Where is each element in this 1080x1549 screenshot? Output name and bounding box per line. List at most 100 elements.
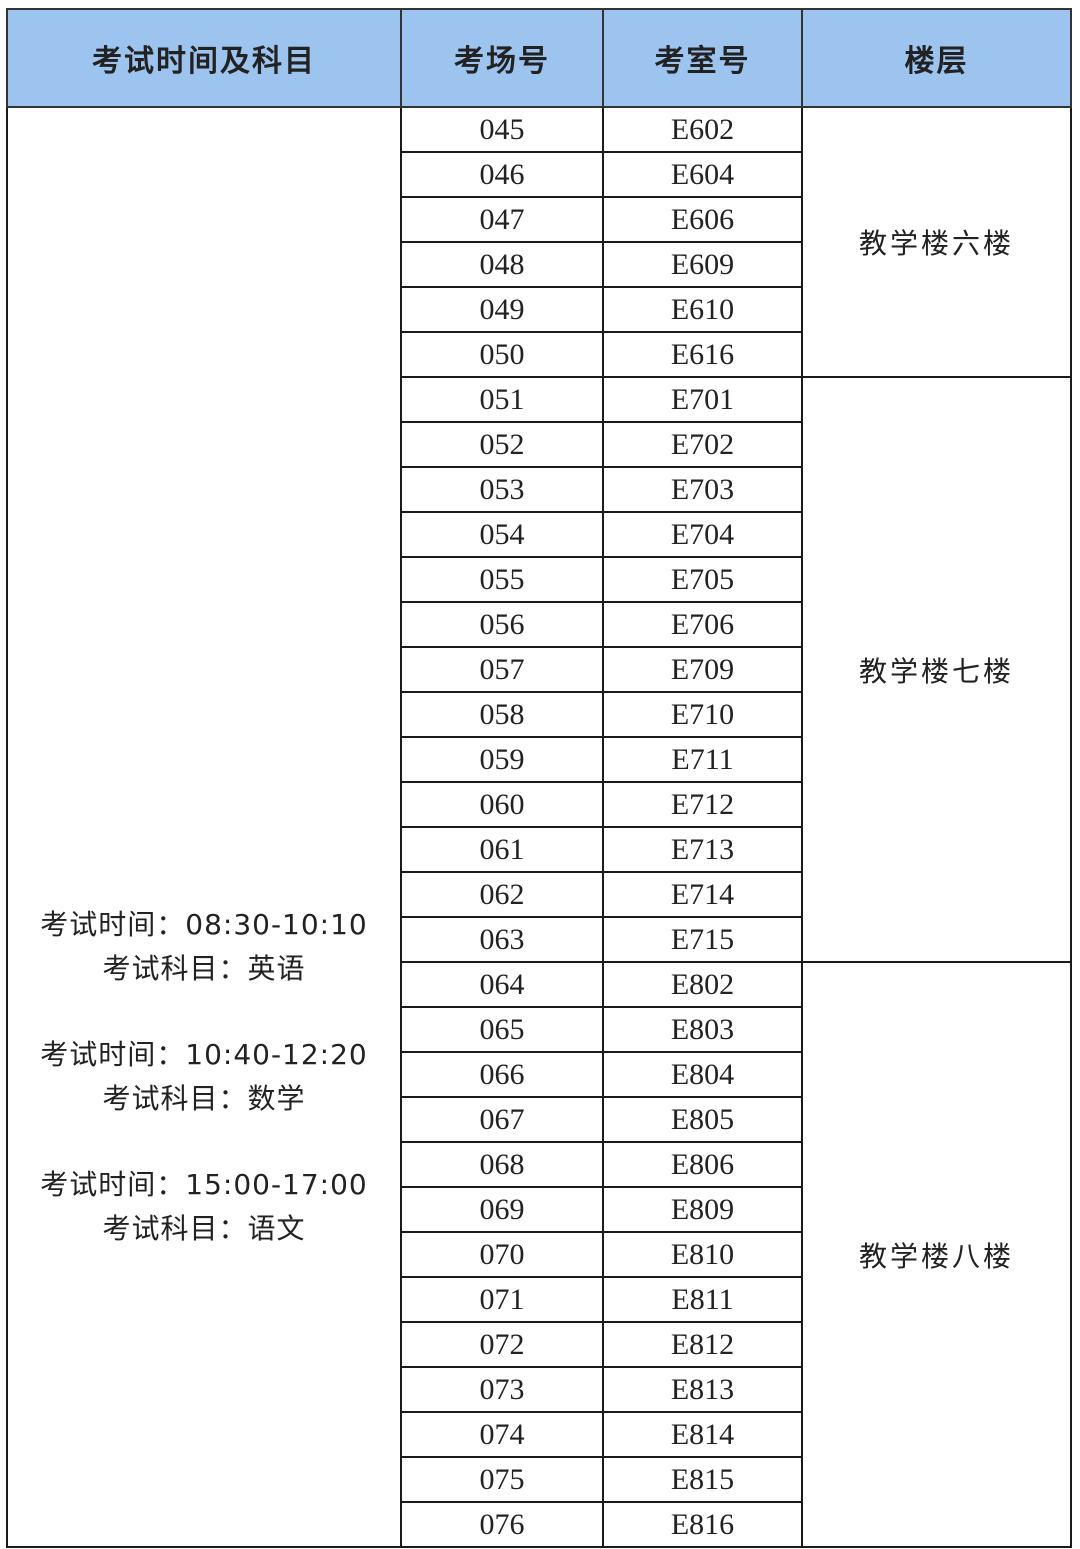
site-number: 058 [400,691,604,738]
exam-time: 考试时间：15:00-17:00 [40,1168,368,1201]
site-number: 074 [400,1411,604,1458]
room-number: E610 [602,286,803,333]
room-number: E805 [602,1096,803,1143]
site-number: 072 [400,1321,604,1368]
room-number: E810 [602,1231,803,1278]
table-row: 070 E810 [7,1231,1071,1278]
table-row: 考试时间：08:30-10:10 考试科目：英语 考试时间：10:40-12:20 考… [6,106,1072,1548]
table-row: 057 E709 [7,646,1071,693]
exam-subject: 考试科目：语文 [102,1212,306,1245]
site-number: 076 [400,1501,604,1548]
room-number: E715 [602,916,803,963]
table-row: 066 E804 [7,1051,1071,1098]
room-number: E616 [602,331,803,378]
room-number: E803 [602,1006,803,1053]
room-number: E802 [602,961,803,1008]
header-site-no: 考场号 [400,8,604,108]
header-room-no: 考室号 [602,8,803,108]
schedule-block: 考试时间：10:40-12:20 考试科目：数学 [8,1033,400,1121]
room-number: E806 [602,1141,803,1188]
site-number: 055 [400,556,604,603]
site-number: 046 [400,151,604,198]
room-number: E704 [602,511,803,558]
room-number: E714 [602,871,803,918]
exam-time: 考试时间：10:40-12:20 [40,1038,368,1071]
site-number: 064 [400,961,604,1008]
site-number: 050 [400,331,604,378]
room-number: E602 [602,106,803,153]
header-floor: 楼层 [801,8,1072,108]
site-number: 062 [400,871,604,918]
room-number: E702 [602,421,803,468]
table-row: 073 E813 [7,1366,1071,1413]
site-number: 071 [400,1276,604,1323]
room-number: E814 [602,1411,803,1458]
site-number: 049 [400,286,604,333]
site-number: 056 [400,601,604,648]
site-number: 051 [400,376,604,423]
site-number: 053 [400,466,604,513]
table-row: 061 E713 [7,826,1071,873]
room-number: E712 [602,781,803,828]
table-row: 059 E711 [7,736,1071,783]
table-row: 060 E712 [7,781,1071,828]
room-number: E811 [602,1276,803,1323]
table-row: 046 E604 [7,151,1071,198]
site-number: 048 [400,241,604,288]
floor-cell: 教学楼六楼 [801,106,1072,378]
room-number: E809 [602,1186,803,1233]
exam-room-table: 考试时间及科目 考场号 考室号 楼层 考试时间：08:30-10:10 考试科目：… [6,8,1072,1548]
room-number: E711 [602,736,803,783]
room-number: E604 [602,151,803,198]
table-row: 068 E806 [7,1141,1071,1188]
table-row: 056 E706 [7,601,1071,648]
table-row: 050 E616 [7,331,1071,378]
header-schedule: 考试时间及科目 [6,8,402,108]
exam-subject: 考试科目：数学 [102,1082,306,1115]
exam-time: 考试时间：08:30-10:10 [40,908,368,941]
site-number: 067 [400,1096,604,1143]
site-number: 060 [400,781,604,828]
site-number: 066 [400,1051,604,1098]
table-row: 062 E714 [7,871,1071,918]
table-row: 052 E702 [7,421,1071,468]
table-row: 054 E704 [7,511,1071,558]
table-row: 069 E809 [7,1186,1071,1233]
site-number: 075 [400,1456,604,1503]
site-number: 073 [400,1366,604,1413]
site-number: 059 [400,736,604,783]
table-row: 047 E606 [7,196,1071,243]
site-number: 063 [400,916,604,963]
site-number: 069 [400,1186,604,1233]
exam-subject: 考试科目：英语 [102,952,306,985]
table-row: 053 E703 [7,466,1071,513]
table-row: 063 E715 [7,916,1071,963]
room-number: E804 [602,1051,803,1098]
room-number: E609 [602,241,803,288]
site-number: 052 [400,421,604,468]
schedule-cell: 考试时间：08:30-10:10 考试科目：英语 考试时间：10:40-12:20 考… [6,106,402,1548]
table-row: 072 E812 [7,1321,1071,1368]
table-row: 067 E805 [7,1096,1071,1143]
site-number: 065 [400,1006,604,1053]
schedule-block: 考试时间：15:00-17:00 考试科目：语文 [8,1163,400,1251]
room-number: E813 [602,1366,803,1413]
room-number: E816 [602,1501,803,1548]
table-row: 049 E610 [7,286,1071,333]
room-number: E706 [602,601,803,648]
room-number: E701 [602,376,803,423]
table-row: 064 E802 教学楼八楼 [7,961,1072,1548]
room-number: E815 [602,1456,803,1503]
site-number: 045 [400,106,604,153]
floor-cell: 教学楼八楼 [801,961,1072,1548]
table-row: 074 E814 [7,1411,1071,1458]
table-row: 071 E811 [7,1276,1071,1323]
room-number: E709 [602,646,803,693]
table-row: 058 E710 [7,691,1071,738]
table-row: 075 E815 [7,1456,1071,1503]
floor-cell: 教学楼七楼 [801,376,1072,963]
table-row: 048 E609 [7,241,1071,288]
schedule-block: 考试时间：08:30-10:10 考试科目：英语 [8,903,400,991]
site-number: 061 [400,826,604,873]
site-number: 068 [400,1141,604,1188]
